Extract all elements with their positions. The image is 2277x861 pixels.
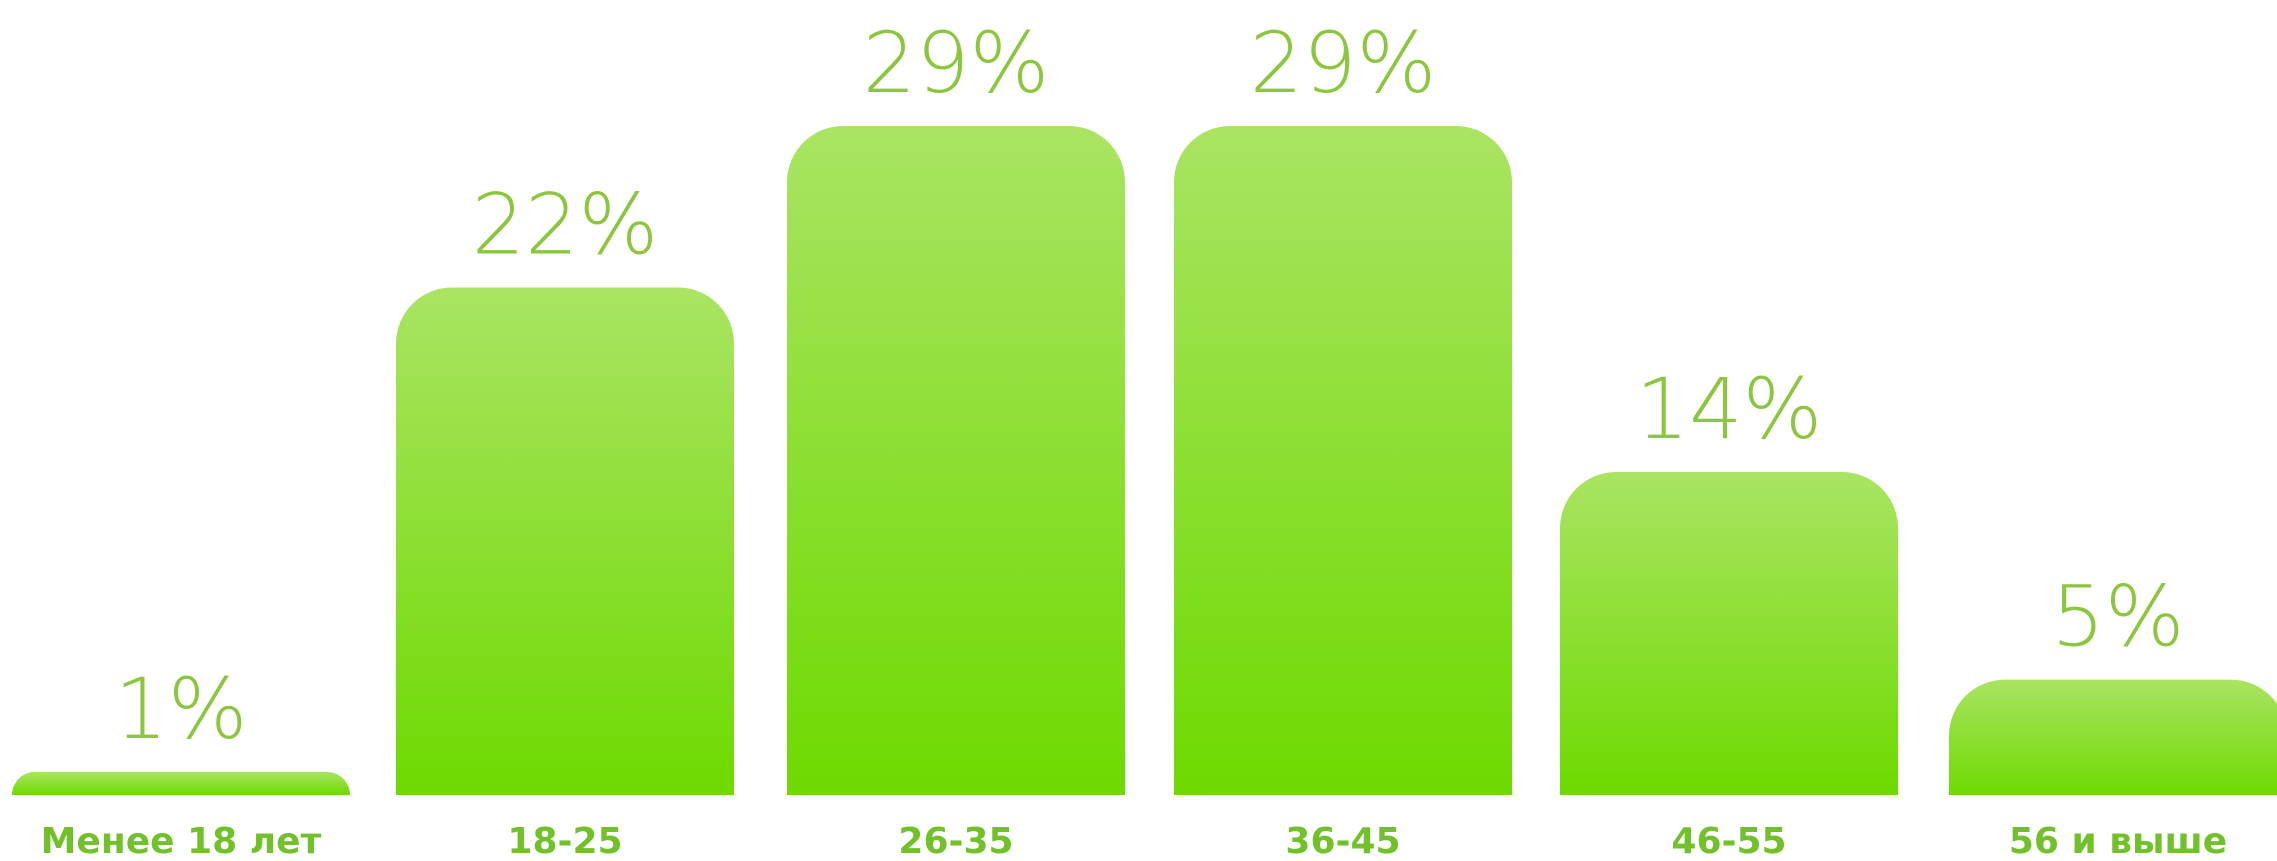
category-label-4: 36-45 [1285,821,1400,861]
value-labels: 1% 22% 29% 29% 14% 5% [114,14,2184,758]
value-label-1: 1% [114,660,247,758]
bars [12,126,2277,795]
value-label-5: 14% [1636,360,1823,458]
bar-1 [12,771,350,795]
value-label-3: 29% [863,14,1050,112]
category-label-3: 26-35 [898,821,1013,861]
category-label-2: 18-25 [507,821,622,861]
value-label-6: 5% [2051,568,2184,666]
value-label-4: 29% [1250,14,1437,112]
bar-5 [1560,472,1898,795]
category-label-1: Менее 18 лет [41,821,322,861]
bar-4 [1174,126,1512,795]
bar-3 [787,126,1125,795]
category-label-5: 46-55 [1671,821,1786,861]
category-label-6: 56 и выше [2009,821,2227,861]
category-labels: Менее 18 лет 18-25 26-35 36-45 46-55 56 и выш… [41,821,2228,861]
value-label-2: 22% [472,175,659,273]
bar-2 [396,287,734,795]
bar-6 [1949,679,2277,795]
